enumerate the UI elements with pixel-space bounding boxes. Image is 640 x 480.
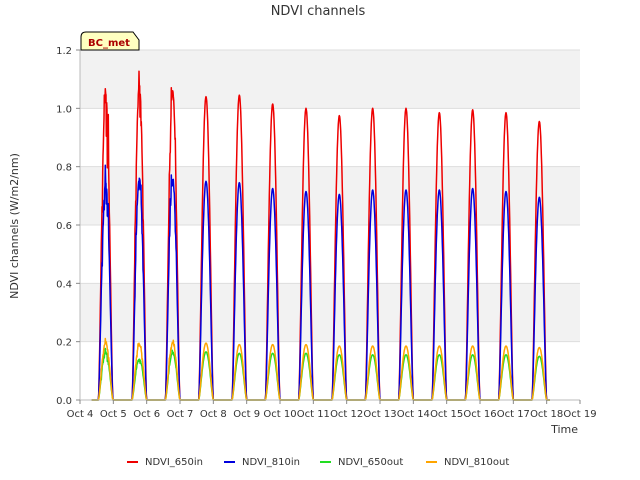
- y-tick-label: 0.8: [56, 163, 72, 174]
- legend-label: NDVI_650in: [145, 457, 203, 468]
- x-tick-label: Oct 4: [67, 409, 94, 420]
- x-tick-label: Oct 16: [463, 409, 496, 420]
- badge-label: BC_met: [88, 38, 130, 49]
- y-tick-label: 1.0: [56, 104, 72, 115]
- background-band: [80, 166, 580, 225]
- x-tick-label: Oct 8: [200, 409, 227, 420]
- x-tick-label: Oct 11: [297, 409, 330, 420]
- legend-item-ndvi-810out: NDVI_810out: [426, 457, 509, 468]
- legend-label: NDVI_650out: [338, 457, 403, 468]
- y-tick-labels: 0.0 0.2 0.4 0.6 0.8 1.0 1.2: [56, 46, 80, 407]
- legend-item-ndvi-650in: NDVI_650in: [127, 457, 203, 468]
- x-tick-label: Oct 14: [397, 409, 430, 420]
- legend: NDVI_650in NDVI_810in NDVI_650out NDVI_810o…: [127, 457, 509, 468]
- background-band: [80, 50, 580, 109]
- chart-title: NDVI channels: [271, 4, 366, 19]
- station-badge: BC_met: [80, 31, 140, 51]
- x-tick-label: Oct 12: [330, 409, 363, 420]
- y-tick-label: 0.4: [56, 279, 72, 290]
- x-tick-label: Oct 13: [363, 409, 396, 420]
- legend-label: NDVI_810out: [444, 457, 509, 468]
- x-tick-label: Oct 6: [133, 409, 160, 420]
- x-tick-labels: Oct 4 Oct 5 Oct 6 Oct 7 Oct 8 Oct 9 Oct 10 Oct …: [67, 400, 597, 420]
- legend-item-ndvi-810in: NDVI_810in: [224, 457, 300, 468]
- x-tick-label: Oct 5: [100, 409, 127, 420]
- x-tick-label: Oct 18: [530, 409, 563, 420]
- y-axis-label: NDVI channels (W/m2/nm): [8, 153, 21, 299]
- x-tick-label: Oct 9: [233, 409, 260, 420]
- badge-box: [80, 31, 140, 51]
- y-tick-label: 0.0: [56, 396, 72, 407]
- legend-label: NDVI_810in: [242, 457, 300, 468]
- x-tick-label: Oct 7: [167, 409, 194, 420]
- x-tick-label: Oct 10: [263, 409, 296, 420]
- background-band: [80, 283, 580, 342]
- y-tick-label: 0.2: [56, 338, 72, 349]
- y-tick-label: 1.2: [56, 46, 72, 57]
- x-axis-label: Time: [550, 423, 578, 436]
- legend-item-ndvi-650out: NDVI_650out: [320, 457, 403, 468]
- x-tick-label: Oct 17: [497, 409, 530, 420]
- x-tick-label: Oct 15: [430, 409, 463, 420]
- x-tick-label: Oct 19: [563, 409, 596, 420]
- y-tick-label: 0.6: [56, 221, 72, 232]
